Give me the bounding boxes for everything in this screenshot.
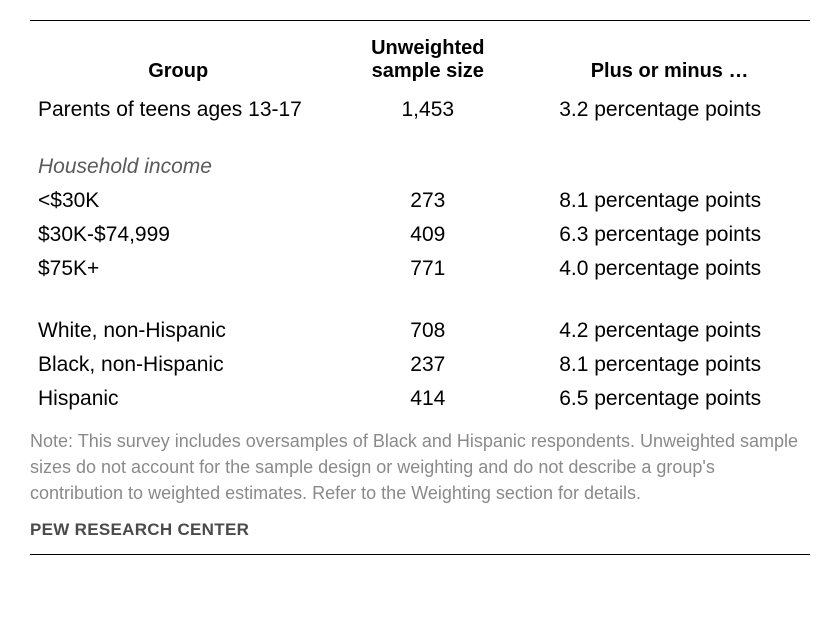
table-row: Parents of teens ages 13-17 1,453 3.2 pe… (30, 93, 810, 127)
cell-size: 237 (326, 348, 529, 382)
cell-size: 1,453 (326, 93, 529, 127)
cell-group: $30K-$74,999 (30, 218, 326, 252)
cell-size: 414 (326, 382, 529, 416)
table-row: $75K+ 771 4.0 percentage points (30, 252, 810, 286)
header-moe: Plus or minus … (529, 33, 810, 93)
cell-group: $75K+ (30, 252, 326, 286)
table-row: $30K-$74,999 409 6.3 percentage points (30, 218, 810, 252)
cell-group: Hispanic (30, 382, 326, 416)
cell-size: 708 (326, 314, 529, 348)
cell-moe: 8.1 percentage points (529, 184, 810, 218)
data-table: Group Unweighted sample size Plus or min… (30, 33, 810, 416)
cell-moe: 8.1 percentage points (529, 348, 810, 382)
cell-moe: 4.0 percentage points (529, 252, 810, 286)
source-attribution: PEW RESEARCH CENTER (30, 520, 810, 540)
cell-group: White, non-Hispanic (30, 314, 326, 348)
header-row: Group Unweighted sample size Plus or min… (30, 33, 810, 93)
table-row: White, non-Hispanic 708 4.2 percentage p… (30, 314, 810, 348)
cell-size: 409 (326, 218, 529, 252)
table-row: Hispanic 414 6.5 percentage points (30, 382, 810, 416)
header-group: Group (30, 33, 326, 93)
section-header-income: Household income (30, 127, 810, 184)
cell-moe: 6.3 percentage points (529, 218, 810, 252)
footnote: Note: This survey includes oversamples o… (30, 428, 810, 506)
top-rule (30, 20, 810, 21)
cell-moe: 4.2 percentage points (529, 314, 810, 348)
cell-group: <$30K (30, 184, 326, 218)
cell-group: Parents of teens ages 13-17 (30, 93, 326, 127)
cell-group: Black, non-Hispanic (30, 348, 326, 382)
cell-size: 771 (326, 252, 529, 286)
cell-moe: 3.2 percentage points (529, 93, 810, 127)
cell-size: 273 (326, 184, 529, 218)
section-label: Household income (30, 127, 810, 184)
bottom-rule (30, 554, 810, 555)
cell-moe: 6.5 percentage points (529, 382, 810, 416)
table-row: <$30K 273 8.1 percentage points (30, 184, 810, 218)
spacer-row (30, 286, 810, 314)
table-row: Black, non-Hispanic 237 8.1 percentage p… (30, 348, 810, 382)
header-size: Unweighted sample size (326, 33, 529, 93)
table-container: Group Unweighted sample size Plus or min… (0, 0, 840, 575)
